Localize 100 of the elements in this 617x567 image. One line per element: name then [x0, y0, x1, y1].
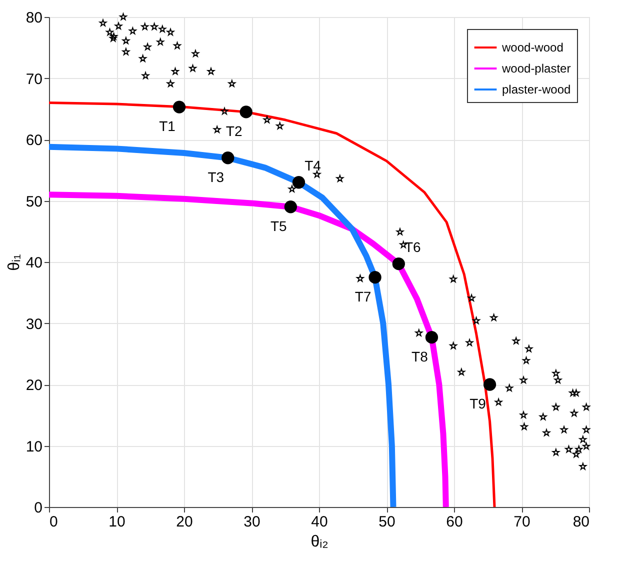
x-axis-title: θᵢ₂: [310, 534, 328, 550]
point: [552, 403, 560, 410]
point: [582, 403, 590, 410]
point: [579, 436, 587, 443]
annotation: T2: [226, 122, 242, 139]
y-tick-label: 60: [26, 132, 42, 149]
point: [356, 274, 364, 282]
y-tick-label: 70: [26, 70, 42, 88]
point: [458, 368, 466, 376]
point: [213, 126, 221, 133]
point: [525, 345, 533, 352]
annotation: T7: [354, 288, 372, 304]
point: [539, 413, 547, 420]
point: [554, 376, 562, 384]
x-tick-label: 10: [108, 514, 126, 530]
point: [560, 426, 568, 434]
point: [288, 185, 296, 192]
point: [114, 22, 122, 30]
point: [494, 398, 502, 406]
point: [570, 409, 578, 417]
point: [572, 389, 580, 396]
point: [139, 54, 147, 62]
point: [220, 107, 228, 115]
point: [575, 446, 583, 453]
x-tick-label: 20: [176, 514, 193, 530]
legend-label: wood-plaster: [501, 62, 571, 76]
point: [129, 27, 136, 34]
point: [166, 80, 174, 87]
point: [506, 384, 514, 392]
annotation: T3: [208, 168, 224, 185]
point: [466, 338, 474, 346]
annotation: T6: [404, 238, 422, 255]
y-tick-label: 50: [26, 193, 42, 210]
annotation: T1: [159, 118, 176, 134]
y-tick-label: 30: [26, 316, 42, 333]
point: [450, 342, 458, 350]
point: [122, 48, 130, 56]
x-tick-label: 40: [311, 514, 328, 530]
point: [565, 446, 572, 453]
point: [172, 100, 186, 114]
point: [292, 176, 306, 189]
point: [552, 448, 560, 456]
point: [579, 462, 587, 470]
annotation: T8: [412, 348, 428, 364]
annotation: T4: [304, 157, 322, 174]
point: [520, 411, 528, 418]
point: [106, 28, 114, 36]
point: [368, 271, 382, 284]
x-tick-label: 80: [572, 514, 590, 530]
point: [582, 426, 590, 434]
y-tick-label: 40: [26, 254, 42, 272]
point: [172, 68, 179, 75]
y-tick-label: 0: [34, 500, 42, 516]
x-tick-label: 60: [446, 514, 463, 530]
point: [520, 422, 528, 430]
point: [110, 32, 118, 40]
point: [158, 25, 166, 32]
point: [522, 356, 530, 364]
point: [240, 106, 252, 118]
point: [141, 22, 149, 30]
point: [144, 43, 152, 50]
line-series: [49, 102, 496, 507]
point: [284, 200, 297, 214]
point: [468, 294, 476, 302]
point: [483, 378, 496, 391]
point: [415, 329, 423, 336]
point: [174, 42, 181, 50]
point: [99, 19, 107, 26]
x-tick-label: 30: [244, 514, 260, 530]
x-tick-label: 50: [378, 514, 396, 530]
point: [120, 13, 127, 20]
point: [142, 72, 150, 80]
point: [109, 34, 117, 42]
y-tick-label: 80: [26, 10, 42, 26]
point: [192, 50, 200, 57]
y-tick-label: 20: [26, 377, 42, 394]
point: [207, 68, 215, 75]
point: [396, 228, 404, 236]
annotation: T9: [470, 396, 486, 412]
point: [392, 258, 405, 270]
point: [222, 152, 234, 164]
point: [450, 275, 458, 282]
point: [552, 370, 560, 377]
point: [572, 450, 580, 458]
legend-label: wood-wood: [501, 40, 564, 54]
x-tick-label: 70: [514, 514, 530, 530]
point: [166, 28, 174, 36]
point: [569, 389, 576, 396]
point: [336, 174, 344, 182]
legend-label: plaster-wood: [502, 82, 571, 96]
point: [582, 442, 590, 450]
point: [276, 122, 284, 130]
point: [156, 38, 164, 46]
y-tick-label: 10: [26, 438, 42, 456]
point: [425, 331, 438, 344]
point: [472, 316, 480, 324]
point: [122, 37, 130, 44]
point: [228, 80, 236, 87]
point: [189, 64, 196, 72]
x-tick-label: 0: [50, 514, 58, 530]
